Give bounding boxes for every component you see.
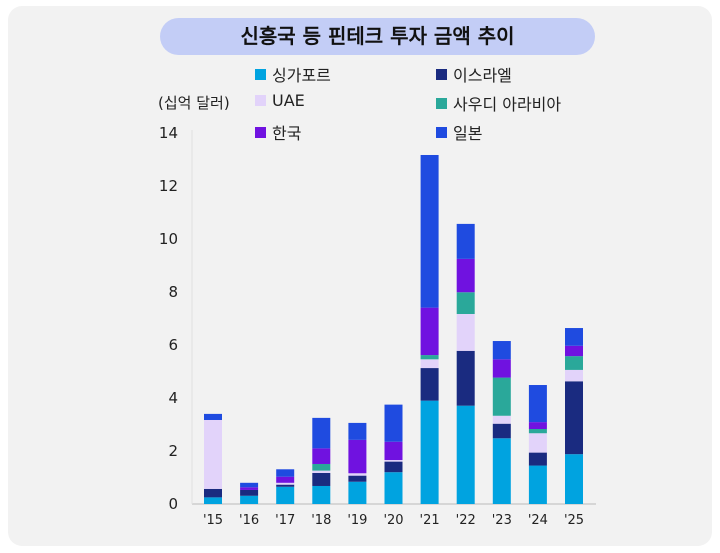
- bar-segment: [420, 400, 439, 504]
- bar-segment: [348, 422, 367, 440]
- legend-label: 한국: [272, 124, 302, 143]
- bar-segment: [276, 484, 295, 487]
- bar-segment: [492, 423, 511, 439]
- bar-segment: [240, 495, 259, 504]
- legend-label: 일본: [453, 124, 483, 143]
- y-tick-label: 12: [159, 177, 178, 195]
- bar-segment: [204, 413, 222, 420]
- y-tick-label: 6: [168, 336, 178, 354]
- y-tick-label: 14: [159, 124, 178, 142]
- x-tick-label: '19: [347, 513, 367, 528]
- x-tick-label: '18: [311, 513, 331, 528]
- bar-segment: [456, 405, 475, 504]
- x-tick-label: '23: [492, 513, 512, 528]
- bar-segment: [384, 404, 403, 442]
- legend-label: 사우디 아라비아: [453, 95, 562, 114]
- y-axis-unit-label: (십억 달러): [158, 94, 230, 112]
- bar-segment: [565, 381, 583, 455]
- bar-segment: [240, 487, 259, 490]
- bar-segment: [384, 441, 403, 461]
- chart-title: 신흥국 등 핀테크 투자 금액 추이: [160, 18, 595, 55]
- bar-segment: [312, 448, 331, 464]
- y-tick-label: 10: [159, 230, 178, 248]
- bar-segment: [312, 485, 331, 504]
- bar-segment: [204, 497, 222, 504]
- y-tick-label: 4: [168, 389, 178, 407]
- legend-item: 일본: [436, 120, 482, 144]
- bar-segment: [384, 472, 403, 504]
- bar-segment: [276, 469, 295, 477]
- bar-segment: [384, 461, 403, 473]
- bar-segment: [492, 359, 511, 378]
- legend-item: 이스라엘: [436, 62, 512, 86]
- bar-segment: [420, 154, 439, 308]
- bar-segment: [312, 417, 331, 449]
- bar-segment: [456, 350, 475, 406]
- bar-segment: [456, 258, 475, 293]
- bar-segment: [420, 307, 439, 356]
- legend-item: UAE: [255, 91, 305, 110]
- bar-segment: [204, 419, 222, 489]
- y-tick-label: 0: [168, 495, 178, 513]
- bar-segment: [312, 470, 331, 473]
- x-tick-label: '22: [456, 513, 476, 528]
- bar-segment: [240, 489, 259, 496]
- bar-segment: [420, 359, 439, 369]
- bar-segment: [420, 368, 439, 401]
- x-tick-label: '20: [383, 513, 403, 528]
- legend-swatch: [436, 68, 447, 80]
- bar-segment: [492, 415, 511, 424]
- bar-segment: [492, 341, 511, 360]
- legend-swatch: [255, 95, 266, 106]
- bar-segment: [420, 355, 439, 360]
- bar-segment: [348, 473, 367, 476]
- bar-segment: [528, 433, 547, 453]
- bar-segment: [348, 439, 367, 474]
- x-tick-label: '17: [275, 513, 295, 528]
- bar-segment: [565, 345, 583, 357]
- bar-segment: [565, 369, 583, 382]
- bar-segment: [276, 486, 295, 504]
- bar-segment: [528, 465, 547, 504]
- bar-segment: [565, 454, 583, 504]
- bar-segment: [348, 475, 367, 482]
- bar-segment: [456, 313, 475, 351]
- bar-segment: [528, 452, 547, 466]
- legend-item: 사우디 아라비아: [436, 91, 561, 115]
- bar-segment: [312, 472, 331, 486]
- bar-segment: [492, 377, 511, 416]
- bar-segment: [384, 460, 403, 462]
- legend-item: 한국: [255, 120, 301, 144]
- bar-segment: [528, 422, 547, 430]
- legend-swatch: [255, 126, 266, 138]
- x-tick-label: '25: [564, 513, 584, 528]
- bar-segment: [528, 385, 547, 423]
- x-tick-label: '15: [203, 513, 223, 528]
- x-tick-label: '24: [528, 513, 548, 528]
- bar-segment: [348, 481, 367, 504]
- legend-label: 싱가포르: [272, 66, 331, 85]
- bar-segment: [492, 438, 511, 504]
- bar-segment: [528, 429, 547, 434]
- bar-segment: [204, 488, 222, 498]
- legend-swatch: [255, 68, 266, 80]
- x-tick-label: '16: [239, 513, 259, 528]
- legend-swatch: [436, 126, 447, 138]
- legend-label: 이스라엘: [453, 66, 512, 85]
- legend-swatch: [436, 97, 447, 109]
- bar-segment: [312, 463, 331, 471]
- bar-segment: [276, 476, 295, 483]
- legend-label: UAE: [272, 91, 305, 110]
- bar-segment: [456, 292, 475, 314]
- bar-segment: [456, 223, 475, 259]
- bar-segment: [276, 482, 295, 485]
- legend-item: 싱가포르: [255, 62, 331, 86]
- bar-segment: [565, 328, 583, 346]
- y-tick-label: 8: [168, 283, 178, 301]
- x-tick-label: '21: [420, 513, 440, 528]
- y-tick-label: 2: [168, 442, 178, 460]
- bar-segment: [565, 356, 583, 370]
- bar-segment: [240, 482, 259, 488]
